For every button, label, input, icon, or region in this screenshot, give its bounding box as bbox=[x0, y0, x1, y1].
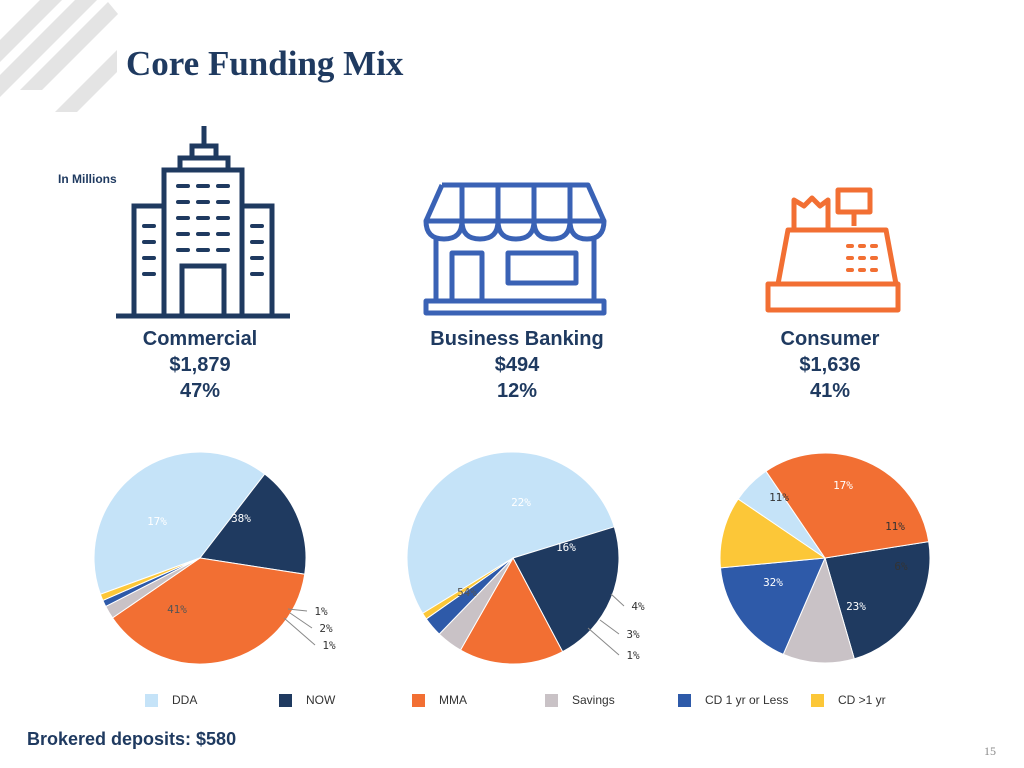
data-label-dda: 41% bbox=[167, 603, 187, 616]
data-label-dda: 54% bbox=[457, 586, 477, 599]
data-label-cd-1-yr-or-less: 3% bbox=[626, 628, 640, 641]
legend-label: Savings bbox=[572, 693, 615, 707]
pie-slice-cd-1-yr bbox=[421, 557, 514, 620]
pie-slice-cd-1-yr bbox=[719, 498, 827, 569]
legend-item-dda: DDA bbox=[145, 693, 197, 707]
segment-business-banking: Business Banking $494 12% bbox=[397, 326, 637, 404]
pie-slice-now bbox=[199, 473, 307, 575]
segment-name: Consumer bbox=[780, 328, 880, 350]
storefront-icon bbox=[423, 182, 607, 316]
leader-line bbox=[610, 593, 625, 607]
data-label-mma: 38% bbox=[231, 512, 251, 525]
data-label-dda: 6% bbox=[894, 560, 908, 573]
data-label-mma: 16% bbox=[556, 541, 576, 554]
leader-line bbox=[289, 612, 313, 629]
legend-swatch bbox=[279, 693, 292, 707]
cash-register-icon bbox=[765, 187, 901, 313]
legend-label: CD >1 yr bbox=[838, 693, 886, 707]
leader-line bbox=[283, 617, 316, 646]
pie-slice-now bbox=[512, 526, 620, 653]
data-label-now: 17% bbox=[147, 515, 167, 528]
brokered-deposits-note: Brokered deposits: $580 bbox=[27, 729, 237, 749]
office-building-icon bbox=[116, 126, 290, 319]
pie-chart-business-banking: 54% 22% 16% 4% 3% 1% bbox=[406, 451, 645, 665]
pie-slice-savings bbox=[782, 556, 855, 664]
legend-item-now: NOW bbox=[279, 693, 335, 707]
legend-item-cd-over-1yr: CD >1 yr bbox=[811, 693, 886, 707]
legend-swatch bbox=[678, 693, 691, 707]
units-note: In Millions bbox=[58, 172, 117, 186]
legend-label: MMA bbox=[439, 693, 467, 707]
data-label-now: 22% bbox=[511, 496, 531, 509]
segment-name: Commercial bbox=[142, 328, 258, 350]
segment-consumer: Consumer $1,636 41% bbox=[710, 326, 950, 404]
segment-name: Business Banking bbox=[430, 328, 604, 350]
segment-percent: 41% bbox=[809, 380, 851, 402]
segment-value: $1,879 bbox=[169, 354, 231, 376]
pie-slice-mma bbox=[765, 452, 930, 559]
legend-item-savings: Savings bbox=[545, 693, 615, 707]
segment-percent: 47% bbox=[179, 380, 221, 402]
data-label-cd-1-yr: 1% bbox=[626, 649, 640, 662]
data-label-cd-1-yr: 1% bbox=[322, 639, 336, 652]
data-label-savings: 11% bbox=[769, 491, 789, 504]
company-logo bbox=[0, 0, 118, 112]
data-label-cd-1-yr-or-less: 1% bbox=[314, 605, 328, 618]
page-number: 15 bbox=[984, 744, 996, 758]
leader-line bbox=[287, 608, 308, 612]
pie-slice-dda bbox=[93, 451, 266, 595]
leader-line bbox=[587, 627, 620, 656]
chart-legend: DDA NOW MMA Savings CD 1 yr or Less CD >… bbox=[140, 693, 920, 713]
pie-slice-now bbox=[824, 540, 931, 660]
data-label-now: 23% bbox=[846, 600, 866, 613]
pie-slice-cd-1-yr-or-less bbox=[719, 557, 826, 656]
page-title: Core Funding Mix bbox=[126, 44, 404, 83]
legend-label: NOW bbox=[306, 693, 336, 707]
data-label-savings: 2% bbox=[319, 622, 333, 635]
legend-label: CD 1 yr or Less bbox=[705, 693, 789, 707]
pie-chart-commercial: 41% 17% 38% 2% 1% 1% bbox=[93, 451, 336, 665]
pie-slice-dda bbox=[406, 451, 615, 615]
legend-swatch bbox=[145, 693, 158, 707]
pie-chart-consumer: 23% 11% 17% 11% 6% 32% bbox=[719, 452, 931, 664]
legend-item-cd-1yr-or-less: CD 1 yr or Less bbox=[678, 693, 788, 707]
segment-value: $1,636 bbox=[799, 354, 861, 376]
segment-percent: 12% bbox=[496, 380, 538, 402]
leader-line bbox=[599, 619, 620, 635]
pie-slice-cd-1-yr bbox=[99, 557, 201, 602]
legend-item-mma: MMA bbox=[412, 693, 467, 707]
segment-value: $494 bbox=[494, 354, 540, 376]
legend-label: DDA bbox=[172, 693, 198, 707]
data-label-cd-1-yr-or-less: 17% bbox=[833, 479, 853, 492]
legend-swatch bbox=[545, 693, 558, 707]
legend-swatch bbox=[412, 693, 425, 707]
legend-swatch bbox=[811, 693, 824, 707]
pie-slice-mma bbox=[111, 557, 306, 665]
segment-commercial: Commercial $1,879 47% bbox=[80, 326, 320, 404]
data-label-savings: 4% bbox=[631, 600, 645, 613]
data-label-cd-1-yr: 11% bbox=[885, 520, 905, 533]
data-label-mma: 32% bbox=[763, 576, 783, 589]
pie-slice-mma bbox=[459, 556, 564, 665]
